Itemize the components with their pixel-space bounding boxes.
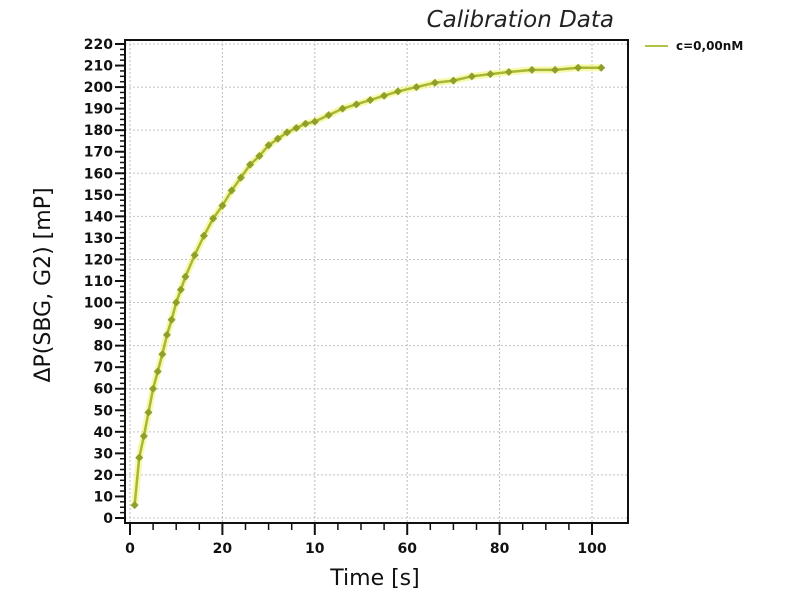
data-point bbox=[158, 350, 167, 359]
data-point bbox=[176, 285, 185, 294]
data-point bbox=[139, 432, 148, 441]
data-point bbox=[190, 251, 199, 260]
data-point bbox=[236, 173, 245, 182]
x-tick-label: 100 bbox=[577, 541, 606, 557]
x-axis: 0 20 10 60 80 100 bbox=[125, 523, 607, 557]
data-point bbox=[172, 298, 181, 307]
y-tick-label: 50 bbox=[94, 403, 114, 419]
y-tick-label: 140 bbox=[84, 209, 113, 225]
x-tick-label: 0 bbox=[125, 541, 135, 557]
data-point bbox=[366, 96, 375, 105]
data-point bbox=[227, 186, 236, 195]
y-tick-label: 170 bbox=[84, 145, 113, 161]
data-point bbox=[144, 408, 153, 417]
data-point bbox=[310, 117, 319, 126]
y-tick-label: 80 bbox=[94, 339, 114, 355]
data-point bbox=[135, 453, 144, 462]
series-glow bbox=[131, 64, 602, 506]
y-tick-label: 220 bbox=[84, 37, 113, 53]
y-axis-label: ΔP(SBG, G2) [mP] bbox=[31, 187, 56, 382]
data-point bbox=[292, 124, 301, 133]
data-point bbox=[486, 70, 495, 79]
x-tick-label: 20 bbox=[213, 541, 233, 557]
data-point bbox=[167, 315, 176, 324]
y-tick-label: 10 bbox=[94, 489, 114, 505]
series-line bbox=[133, 66, 602, 506]
data-point bbox=[352, 100, 361, 109]
data-point bbox=[130, 501, 139, 510]
data-point bbox=[551, 65, 560, 74]
data-point bbox=[324, 111, 333, 120]
y-tick-label: 40 bbox=[94, 425, 114, 441]
data-point bbox=[380, 91, 389, 100]
y-tick-label: 210 bbox=[84, 59, 113, 75]
legend: c=0,00nM bbox=[645, 39, 743, 53]
data-point bbox=[574, 63, 583, 72]
data-point bbox=[246, 160, 255, 169]
data-point bbox=[255, 152, 264, 161]
data-point bbox=[301, 119, 310, 128]
chart-title: Calibration Data bbox=[427, 7, 614, 33]
data-point bbox=[504, 68, 513, 77]
data-point bbox=[467, 72, 476, 81]
x-tick-label: 60 bbox=[397, 541, 417, 557]
y-tick-label: 70 bbox=[94, 360, 114, 376]
y-tick-label: 130 bbox=[84, 231, 113, 247]
data-point bbox=[264, 141, 273, 150]
data-point bbox=[597, 63, 606, 72]
y-tick-label: 110 bbox=[84, 274, 113, 290]
data-point bbox=[209, 214, 218, 223]
data-point bbox=[338, 104, 347, 113]
data-point bbox=[162, 330, 171, 339]
y-tick-label: 60 bbox=[94, 382, 114, 398]
data-point bbox=[527, 65, 536, 74]
data-point bbox=[199, 231, 208, 240]
data-point bbox=[449, 76, 458, 85]
plot-frame bbox=[124, 39, 629, 524]
series-layer bbox=[130, 63, 606, 510]
data-point bbox=[430, 78, 439, 87]
y-axis: 0 10 20 30 40 50 60 70 80 90 100 110 120 130 140 150 160… bbox=[84, 37, 125, 527]
y-tick-label: 0 bbox=[103, 511, 113, 527]
legend-label: c=0,00nM bbox=[676, 39, 743, 53]
x-tick-label: 80 bbox=[490, 541, 510, 557]
y-tick-label: 180 bbox=[84, 123, 113, 139]
x-axis-label: Time [s] bbox=[329, 566, 419, 591]
y-tick-label: 160 bbox=[84, 166, 113, 182]
y-tick-label: 190 bbox=[84, 102, 113, 118]
x-tick-label: 10 bbox=[305, 541, 325, 557]
data-point bbox=[412, 83, 421, 92]
y-tick-label: 100 bbox=[84, 296, 113, 312]
y-tick-label: 30 bbox=[94, 446, 114, 462]
y-tick-label: 120 bbox=[84, 252, 113, 268]
data-point bbox=[393, 87, 402, 96]
data-point bbox=[149, 384, 158, 393]
data-point bbox=[181, 272, 190, 281]
data-point bbox=[153, 367, 162, 376]
y-tick-label: 20 bbox=[94, 468, 114, 484]
data-point bbox=[218, 201, 227, 210]
grid bbox=[125, 40, 628, 523]
y-tick-label: 90 bbox=[94, 317, 114, 333]
y-tick-label: 200 bbox=[84, 80, 113, 96]
data-point bbox=[283, 128, 292, 137]
y-tick-label: 150 bbox=[84, 188, 113, 204]
data-point bbox=[273, 134, 282, 143]
